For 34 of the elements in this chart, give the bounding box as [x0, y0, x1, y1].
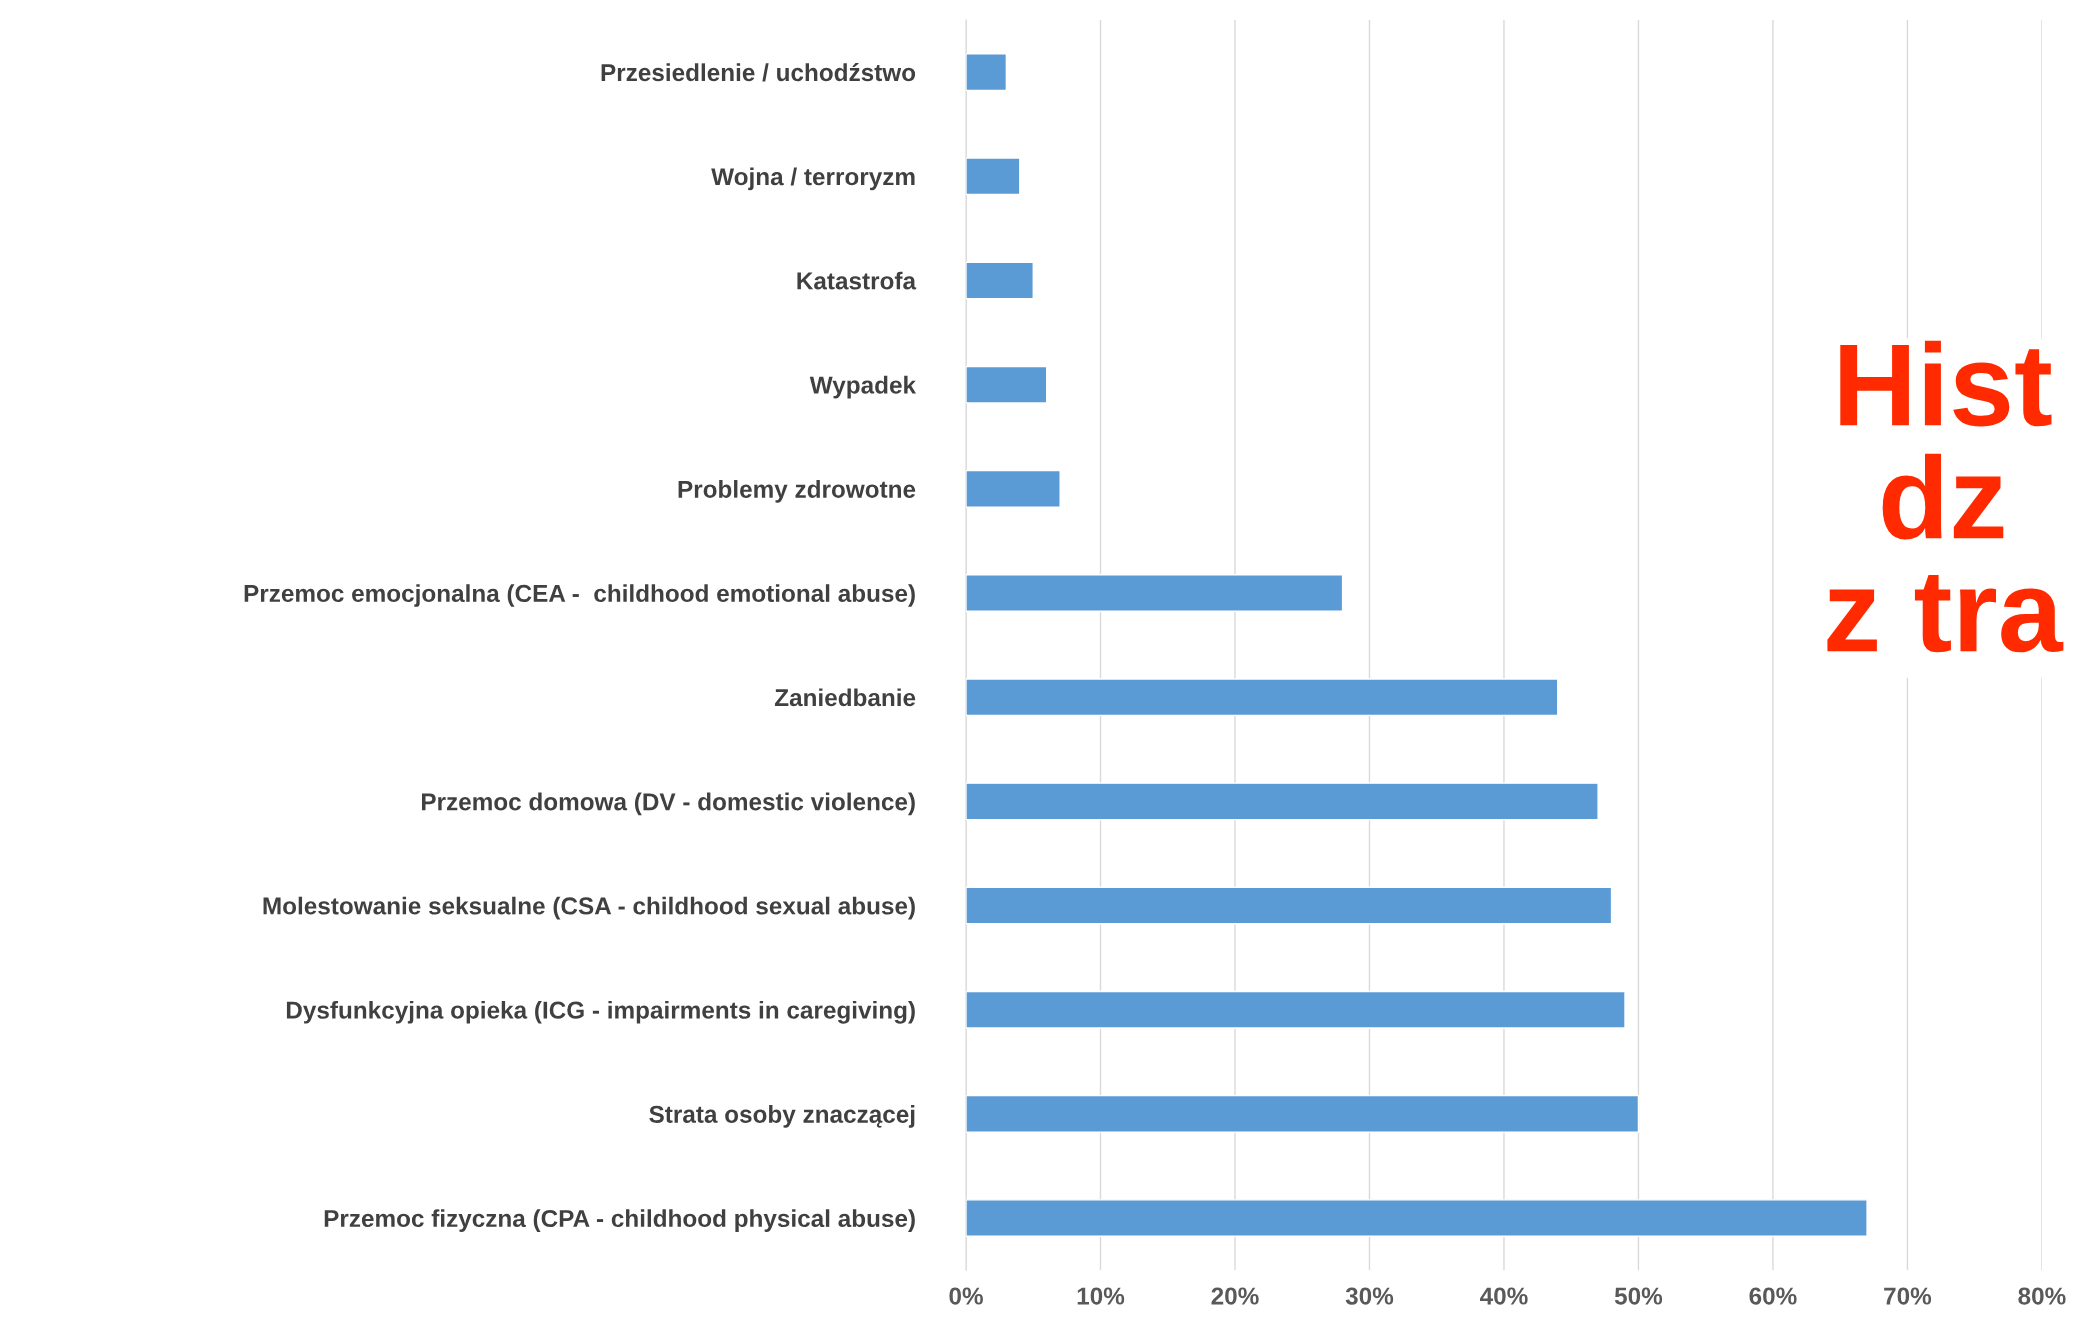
- bar: [966, 157, 1021, 196]
- bar: [966, 365, 1048, 404]
- text: Hist dz z tra: [1827, 340, 2064, 653]
- y-tick-label: Wojna / terroryzm: [711, 167, 915, 191]
- bar: [966, 1094, 1640, 1133]
- x-tick-label: 60%: [1749, 1287, 1797, 1305]
- bar: [966, 678, 1559, 717]
- y-tick-label: Dysfunkcyjna opieka (ICG - impairments in caregiving): [286, 1000, 915, 1024]
- bar: [966, 53, 1008, 92]
- x-tick-label: 20%: [1211, 1287, 1259, 1305]
- y-tick-label: Przemoc domowa (DV - domestic violence): [421, 792, 915, 816]
- y-tick-label: Zaniedbanie: [774, 688, 916, 707]
- bar: [966, 574, 1344, 612]
- y-tick-label: Katastrofa: [797, 271, 917, 290]
- y-tick-label: Wypadek: [809, 375, 917, 399]
- y-tick-label: Przemoc emocjonalna (CEA - childhood emotional abuse): [244, 584, 915, 607]
- x-tick-label: 30%: [1345, 1287, 1394, 1305]
- bar: [966, 990, 1626, 1029]
- y-tick-label: Problemy zdrowotne: [678, 480, 916, 503]
- x-tick-label: 80%: [2018, 1287, 2066, 1305]
- y-tick-label: Przemoc fizyczna (CPA - childhood physical abuse): [324, 1209, 915, 1232]
- bar: [966, 1199, 1868, 1237]
- x-tick-label: 10%: [1077, 1287, 1125, 1305]
- bar: [966, 782, 1599, 821]
- y-tick-label: Przesiedlenie / uchodźstwo: [601, 63, 916, 82]
- x-tick-label: 70%: [1884, 1287, 1932, 1305]
- y-tick-label: Molestowanie seksualne (CSA - childhood sexual abuse): [263, 896, 915, 920]
- x-tick-label: 0%: [949, 1287, 983, 1305]
- x-tick-label: 50%: [1614, 1287, 1663, 1305]
- x-tick-label: 40%: [1480, 1287, 1528, 1305]
- bar: [966, 261, 1034, 300]
- y-tick-label: Strata osoby znaczącej: [649, 1105, 915, 1128]
- bar: [966, 886, 1613, 925]
- bar: [966, 469, 1061, 508]
